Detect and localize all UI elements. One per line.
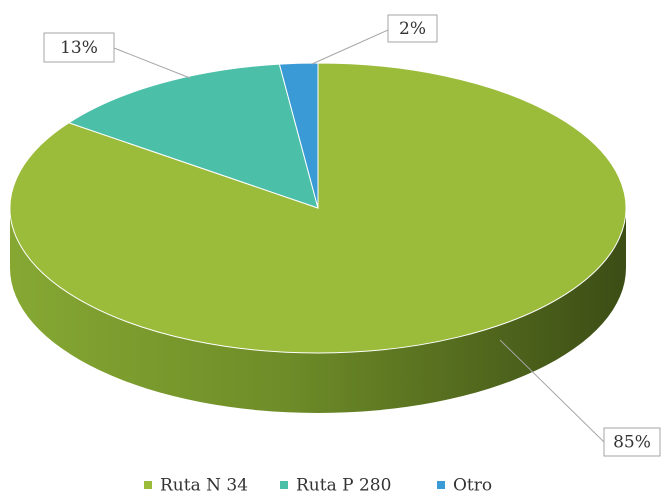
label-box	[387, 14, 438, 43]
legend-marker	[437, 481, 445, 489]
legend-label: Ruta N 34	[160, 476, 248, 496]
legend-marker	[280, 481, 288, 489]
leader-line	[311, 29, 389, 65]
pie-side	[10, 208, 626, 413]
legend-label: Ruta P 280	[296, 476, 391, 496]
label-box	[603, 427, 661, 457]
data-label: 13%	[60, 38, 98, 58]
label-box	[43, 32, 115, 63]
legend-label: Otro	[453, 476, 492, 496]
data-label: 2%	[399, 19, 426, 39]
leader-line	[113, 47, 191, 79]
legend-marker	[144, 481, 152, 489]
pie-slice	[67, 63, 319, 209]
pie-slice	[278, 62, 319, 209]
data-label: 85%	[613, 433, 651, 453]
leader-line	[499, 339, 605, 443]
